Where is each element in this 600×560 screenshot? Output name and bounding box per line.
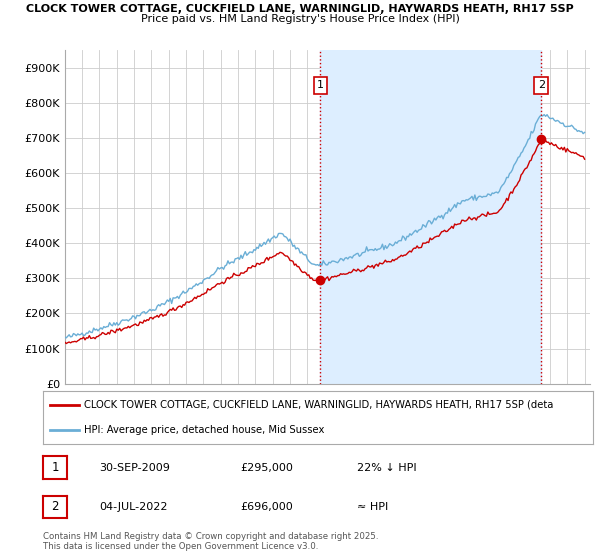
Text: £696,000: £696,000 [240, 502, 293, 512]
Text: 04-JUL-2022: 04-JUL-2022 [99, 502, 167, 512]
Text: ≈ HPI: ≈ HPI [357, 502, 388, 512]
Text: 2: 2 [52, 500, 59, 514]
Text: 22% ↓ HPI: 22% ↓ HPI [357, 463, 416, 473]
Text: Price paid vs. HM Land Registry's House Price Index (HPI): Price paid vs. HM Land Registry's House … [140, 14, 460, 24]
Text: CLOCK TOWER COTTAGE, CUCKFIELD LANE, WARNINGLID, HAYWARDS HEATH, RH17 5SP (deta: CLOCK TOWER COTTAGE, CUCKFIELD LANE, WAR… [85, 400, 554, 410]
Text: 2: 2 [538, 81, 545, 91]
Text: 1: 1 [52, 461, 59, 474]
Text: 1: 1 [317, 81, 324, 91]
Text: £295,000: £295,000 [240, 463, 293, 473]
Text: 30-SEP-2009: 30-SEP-2009 [99, 463, 170, 473]
Text: HPI: Average price, detached house, Mid Sussex: HPI: Average price, detached house, Mid … [85, 425, 325, 435]
Text: CLOCK TOWER COTTAGE, CUCKFIELD LANE, WARNINGLID, HAYWARDS HEATH, RH17 5SP: CLOCK TOWER COTTAGE, CUCKFIELD LANE, WAR… [26, 4, 574, 14]
Bar [320, 50, 541, 384]
Text: Contains HM Land Registry data © Crown copyright and database right 2025.
This d: Contains HM Land Registry data © Crown c… [43, 532, 379, 552]
